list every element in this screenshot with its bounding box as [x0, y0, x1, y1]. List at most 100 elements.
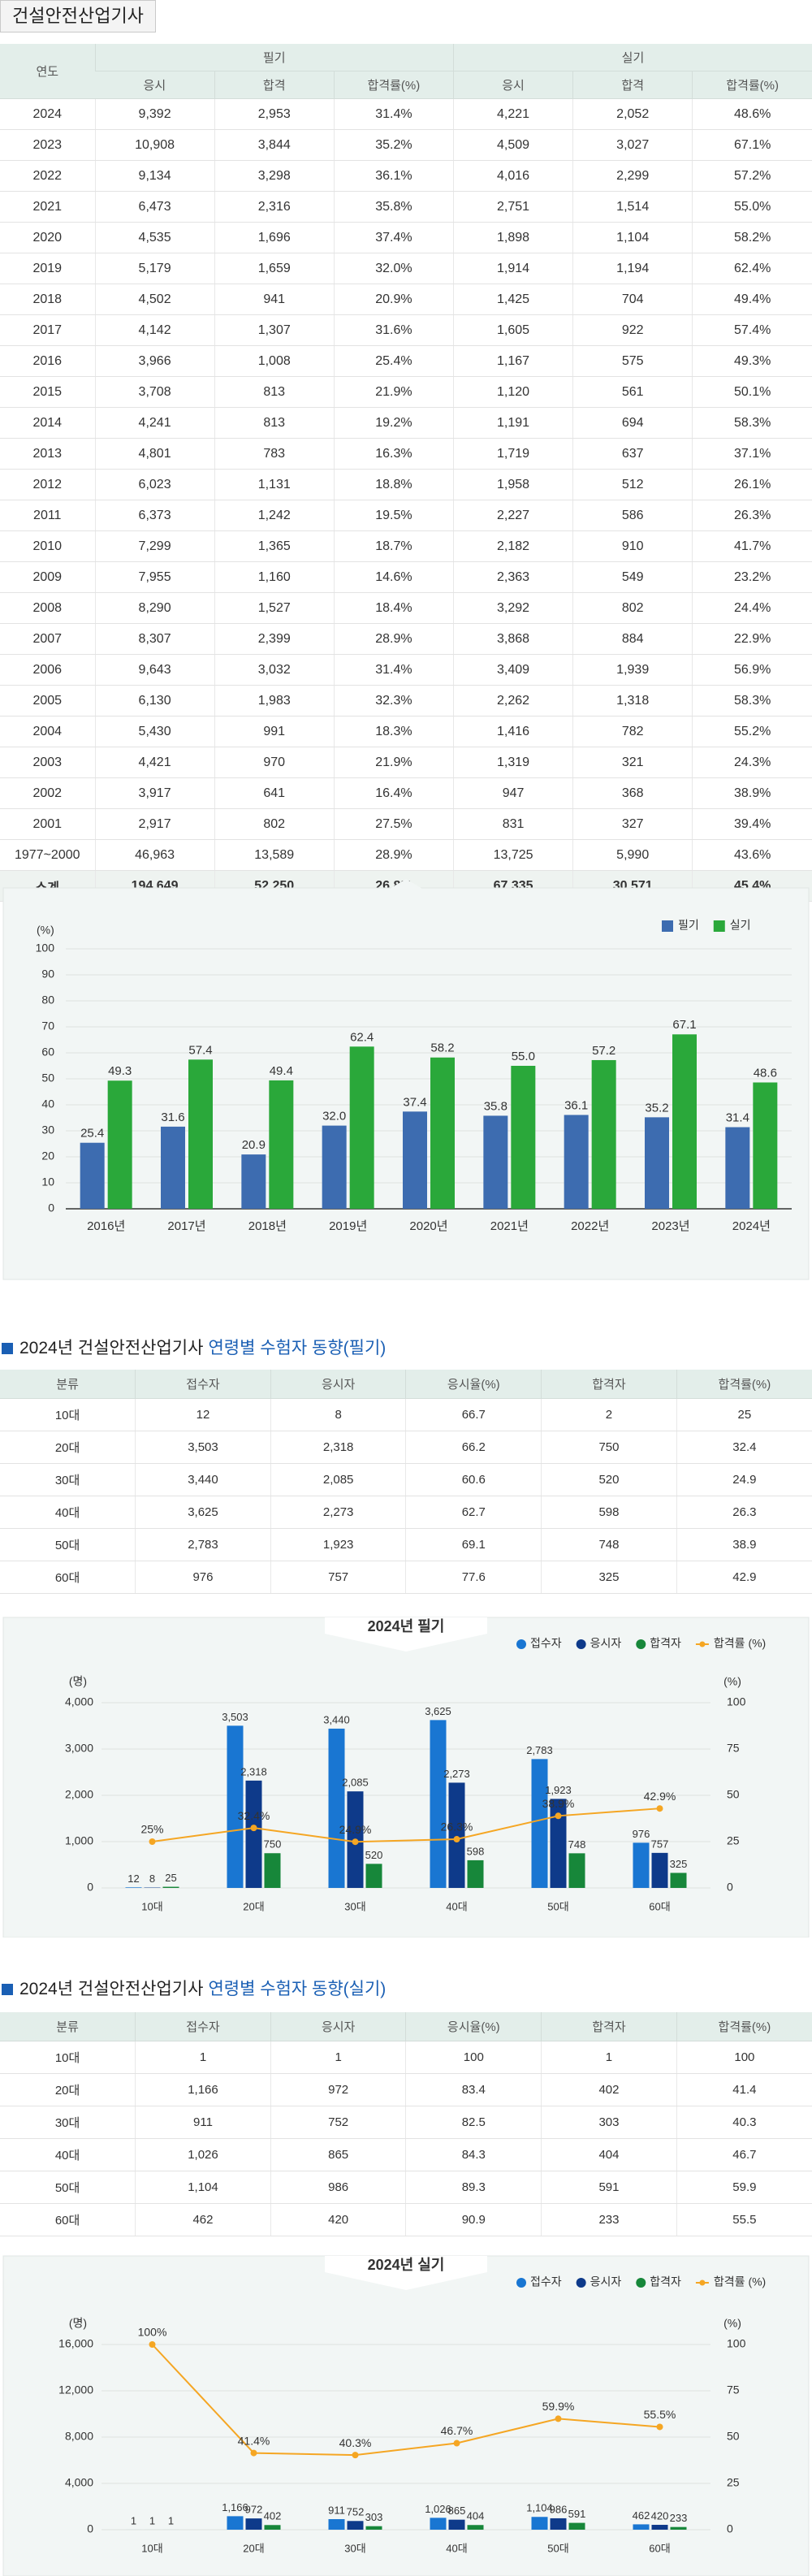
header-cell: 합격자 [541, 2012, 677, 2041]
value-label: 2,273 [443, 1768, 470, 1780]
bar [227, 2516, 244, 2530]
table-cell: 1,319 [452, 747, 573, 778]
bar [645, 1117, 669, 1209]
y2-axis-label: (%) [723, 2317, 741, 2330]
bar [188, 1059, 213, 1209]
table-cell: 1,365 [214, 530, 335, 562]
table-cell: 16.3% [333, 438, 454, 470]
data-row: 2019 5,179 1,659 32.0% 1,914 1,194 62.4% [0, 253, 812, 284]
value-label: 36.1 [564, 1098, 588, 1112]
table-cell: 2,299 [572, 160, 693, 192]
table-cell: 31.6% [333, 314, 454, 346]
table-cell: 2010 [0, 530, 95, 562]
table-cell: 3,917 [94, 777, 215, 809]
value-label: 748 [568, 1838, 586, 1851]
value-label: 37.4 [403, 1095, 426, 1109]
table-cell: 40.3 [676, 2106, 812, 2139]
data-row: 40대 1,026 865 84.3 404 46.7 [0, 2138, 812, 2171]
table-cell: 8,307 [94, 623, 215, 655]
table-cell: 2001 [0, 808, 95, 840]
value-label: 520 [365, 1849, 383, 1861]
chart: 2024년 필기 (명) (%) 0 1,000 2,000 3,000 4,000 0 25 50… [2, 1617, 810, 1937]
table-cell: 1,914 [452, 253, 573, 284]
legend-label: 합격자 [650, 2275, 681, 2288]
value-label: 40.3% [339, 2436, 372, 2449]
bar [753, 1082, 778, 1209]
table-cell: 2,273 [270, 1496, 406, 1529]
value-label: 58.2 [430, 1041, 454, 1055]
table-cell: 3,625 [135, 1496, 271, 1529]
value-label: 49.3 [108, 1064, 132, 1078]
data-row: 2012 6,023 1,131 18.8% 1,958 512 26.1% [0, 469, 812, 500]
table-cell: 46,963 [94, 839, 215, 871]
y-tick-label: 80 [41, 994, 54, 1007]
header-row: 연도 필기 실기 [0, 44, 812, 99]
table-cell: 1,307 [214, 314, 335, 346]
table-cell: 31.4% [333, 98, 454, 130]
table-cell: 22.9% [692, 623, 812, 655]
bar [107, 1080, 132, 1209]
y-tick-label: 0 [48, 1201, 54, 1214]
header-cell: 응시자 [270, 1370, 406, 1399]
value-label: 35.2 [645, 1101, 668, 1115]
value-label: 325 [670, 1858, 688, 1870]
data-row: 2003 4,421 970 21.9% 1,319 321 24.3% [0, 747, 812, 778]
table-cell: 55.5 [676, 2203, 812, 2236]
x-tick-label: 40대 [446, 2542, 467, 2554]
data-row: 60대 462 420 90.9 233 55.5 [0, 2203, 812, 2236]
table-cell: 9,392 [94, 98, 215, 130]
header-cell: 합격률(%) [676, 2012, 812, 2041]
y-axis-label: (명) [69, 2317, 87, 2330]
data-row: 50대 2,783 1,923 69.1 748 38.9 [0, 1528, 812, 1561]
bar [245, 1780, 262, 1888]
bar [568, 1853, 585, 1888]
line-point [149, 2341, 156, 2348]
bar [80, 1142, 105, 1209]
data-row: 2010 7,299 1,365 18.7% 2,182 910 41.7% [0, 530, 812, 562]
page-title: 건설안전산업기사 [0, 0, 156, 32]
table-cell: 941 [214, 284, 335, 315]
data-row: 2015 3,708 813 21.9% 1,120 561 50.1% [0, 376, 812, 408]
table-cell: 2,316 [214, 191, 335, 223]
table-cell: 20대 [0, 1431, 136, 1464]
table-cell: 813 [214, 376, 335, 408]
table-cell: 575 [572, 345, 693, 377]
table-cell: 233 [541, 2203, 677, 2236]
table-cell: 3,708 [94, 376, 215, 408]
value-label: 1,104 [526, 2502, 553, 2514]
table-cell: 2014 [0, 407, 95, 439]
bar [349, 1046, 374, 1209]
value-label: 57.4 [188, 1043, 212, 1057]
table-cell: 69.1 [405, 1528, 542, 1561]
value-label: 986 [550, 2503, 568, 2515]
bar [365, 1864, 382, 1888]
table-cell: 865 [270, 2138, 406, 2171]
value-label: 462 [633, 2509, 650, 2522]
value-label: 303 [365, 2511, 383, 2523]
header-cell: 응시율(%) [405, 1370, 542, 1399]
table-cell: 16.4% [333, 777, 454, 809]
legend-label: 접수자 [530, 2275, 562, 2288]
data-row: 30대 3,440 2,085 60.6 520 24.9 [0, 1463, 812, 1496]
chart-pointer [390, 879, 422, 889]
header-cell: 응시율(%) [405, 2012, 542, 2041]
value-label: 67.1 [672, 1018, 696, 1032]
heading-text: 2024년 건설안전산업기사 [19, 1339, 204, 1357]
header-cell: 합격률(%) [692, 71, 812, 99]
y-tick-label: 60 [41, 1046, 54, 1059]
header-cell: 합격률(%) [676, 1370, 812, 1399]
value-label: 972 [245, 2504, 263, 2516]
table-cell: 35.8% [333, 191, 454, 223]
table-cell: 3,503 [135, 1431, 271, 1464]
table-cell: 2017 [0, 314, 95, 346]
table-cell: 10대 [0, 1398, 136, 1431]
y-tick-label: 75 [727, 2383, 740, 2396]
legend-swatch [662, 920, 673, 932]
chart-title-tab [325, 1617, 487, 1652]
table-cell: 3,440 [135, 1463, 271, 1496]
bar [467, 2525, 484, 2530]
table-cell: 60.6 [405, 1463, 542, 1496]
value-label: 911 [328, 2504, 345, 2516]
value-label: 1 [131, 2514, 136, 2526]
table-cell: 748 [541, 1528, 677, 1561]
